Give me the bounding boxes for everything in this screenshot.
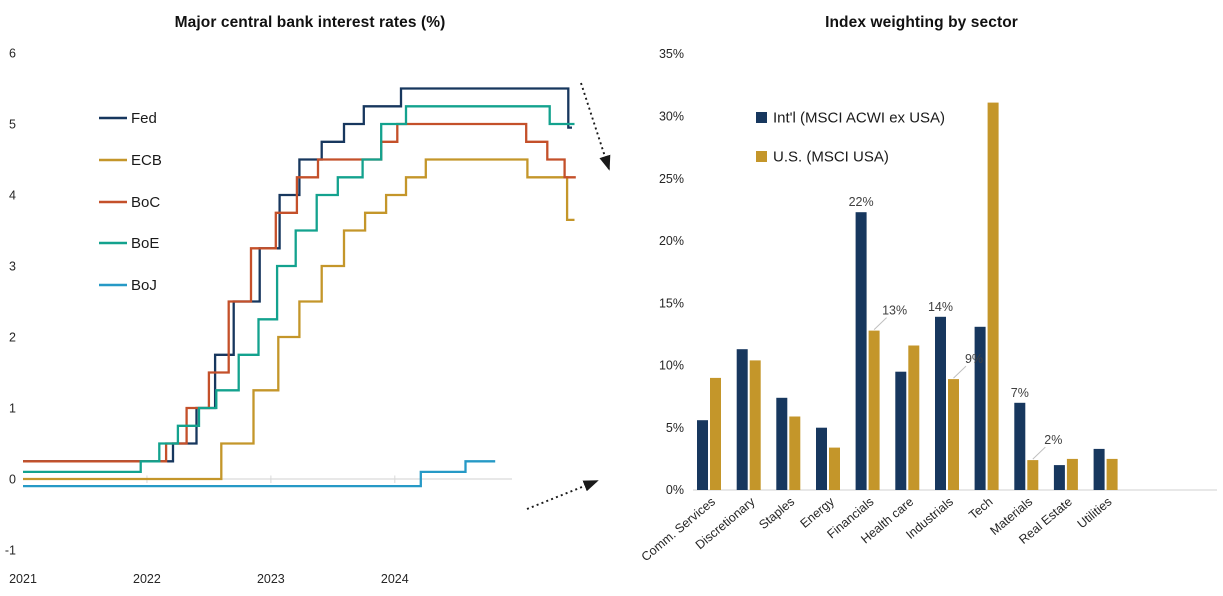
x-tick-label: 2023	[257, 572, 285, 586]
rate-line-boc	[23, 122, 576, 463]
x-tick-label: 2024	[381, 572, 409, 586]
right-chart-title: Index weighting by sector	[825, 14, 1018, 31]
legend-item-boj: BoJ	[99, 277, 157, 294]
label-leader-line	[953, 365, 967, 379]
bar-group-comm-services	[697, 377, 721, 490]
sector-weighting-chart-region: 0% 5% 10% 15% 20% 25% 30% 35% Comm. Services Disc…	[620, 0, 1223, 596]
bar-us-discretionary	[749, 360, 761, 490]
legend-item-boe: BoE	[99, 235, 159, 252]
x-category-label-staples: Staples	[756, 495, 797, 533]
y-tick-label: 3	[9, 259, 16, 273]
legend-item-intl: Int'l (MSCI ACWI ex USA)	[756, 110, 945, 127]
y-tick-label: 35%	[659, 47, 684, 61]
legend-label: Fed	[131, 110, 157, 127]
bar-intl-tech	[974, 326, 986, 490]
bar-us-financials	[868, 330, 880, 490]
bar-us-materials	[1027, 460, 1039, 490]
y-tick-label: 4	[9, 188, 16, 202]
label-leader-line	[1032, 446, 1046, 460]
legend-label: Int'l (MSCI ACWI ex USA)	[773, 110, 945, 127]
y-tick-label: 5	[9, 117, 16, 131]
legend-item-boc: BoC	[99, 194, 160, 211]
bar-intl-utilities	[1093, 448, 1105, 490]
interest-rates-chart-region: 6 5 4 3 2 1 0 -1 2021 2022 2023 2024 Fed ECB BoC BoE BoJ…	[5, 14, 611, 586]
bar-value-callout-label: 2%	[1044, 433, 1062, 447]
bar-us-health-care	[908, 345, 920, 490]
bar-us-staples	[789, 416, 801, 490]
rate-line-boj	[23, 460, 496, 488]
y-tick-label: 1	[9, 401, 16, 415]
bar-value-callout-label: 13%	[882, 304, 907, 318]
legend-item-ecb: ECB	[99, 152, 162, 169]
bar-intl-staples	[776, 397, 788, 490]
bar-value-callout-label: 9%	[965, 352, 983, 366]
legend-swatch	[756, 151, 767, 162]
bar-intl-financials	[855, 212, 867, 490]
x-category-label-tech: Tech	[966, 495, 995, 523]
y-tick-label: -1	[5, 543, 16, 557]
rate-line-fed	[23, 87, 572, 463]
left-chart-title: Major central bank interest rates (%)	[174, 14, 446, 31]
y-tick-label: 2	[9, 330, 16, 344]
y-tick-label: 15%	[659, 296, 684, 310]
legend-label: U.S. (MSCI USA)	[773, 149, 889, 166]
bar-value-label: 7%	[1011, 386, 1029, 400]
bar-group-real-estate	[1053, 458, 1078, 490]
bar-us-industrials	[948, 379, 959, 490]
bar-intl-industrials	[935, 316, 946, 490]
y-tick-label: 0	[9, 472, 16, 486]
bar-us-utilities	[1106, 458, 1118, 490]
boj-rates-rising-arrow	[526, 480, 599, 510]
bar-group-health-care	[895, 345, 920, 490]
bar-group-discretionary	[736, 349, 761, 490]
legend-item-fed: Fed	[99, 110, 157, 127]
bar-value-label: 14%	[928, 300, 953, 314]
bar-us-real-estate	[1066, 458, 1078, 490]
x-category-label-utilities: Utilities	[1075, 495, 1115, 532]
y-tick-label: 0%	[666, 483, 684, 497]
legend-swatch	[756, 112, 767, 123]
bar-intl-real-estate	[1053, 465, 1065, 490]
legend-item-us: U.S. (MSCI USA)	[756, 149, 889, 166]
x-tick-label: 2022	[133, 572, 161, 586]
rate-line-ecb	[23, 158, 575, 481]
rate-line-boe	[23, 105, 575, 474]
bar-intl-discretionary	[736, 349, 748, 490]
y-tick-label: 20%	[659, 234, 684, 248]
y-tick-label: 5%	[666, 421, 684, 435]
bar-group-energy	[816, 427, 840, 490]
y-tick-label: 30%	[659, 109, 684, 123]
bar-group-financials	[855, 212, 880, 490]
legend-label: BoE	[131, 235, 159, 252]
bar-group-industrials	[935, 316, 959, 490]
sector-weighting-bar-chart: 0%5%10%15%20%25%30%35%Comm. ServicesDisc…	[639, 47, 1217, 564]
bar-us-energy	[829, 447, 840, 490]
bar-intl-comm-services	[697, 420, 708, 490]
legend-label: BoJ	[131, 277, 157, 294]
bar-group-materials	[1014, 402, 1039, 490]
bar-group-staples	[776, 397, 801, 490]
bar-intl-energy	[816, 427, 827, 490]
bar-us-tech	[987, 102, 999, 490]
peak-rates-falling-arrow	[580, 82, 611, 171]
x-tick-label: 2021	[9, 572, 37, 586]
bar-value-label: 22%	[849, 195, 874, 209]
interest-rates-line-chart: 6 5 4 3 2 1 0 -1 2021 2022 2023 2024 Fed ECB BoC BoE BoJ	[5, 46, 611, 586]
y-tick-label: 6	[9, 46, 16, 60]
y-tick-label: 10%	[659, 359, 684, 373]
bar-group-tech	[974, 102, 999, 490]
y-tick-label: 25%	[659, 172, 684, 186]
label-leader-line	[873, 317, 887, 330]
bar-intl-materials	[1014, 402, 1026, 490]
legend-label: ECB	[131, 152, 162, 169]
bar-us-comm-services	[710, 377, 721, 490]
bar-intl-health-care	[895, 371, 907, 490]
legend-label: BoC	[131, 194, 160, 211]
bar-group-utilities	[1093, 448, 1118, 490]
